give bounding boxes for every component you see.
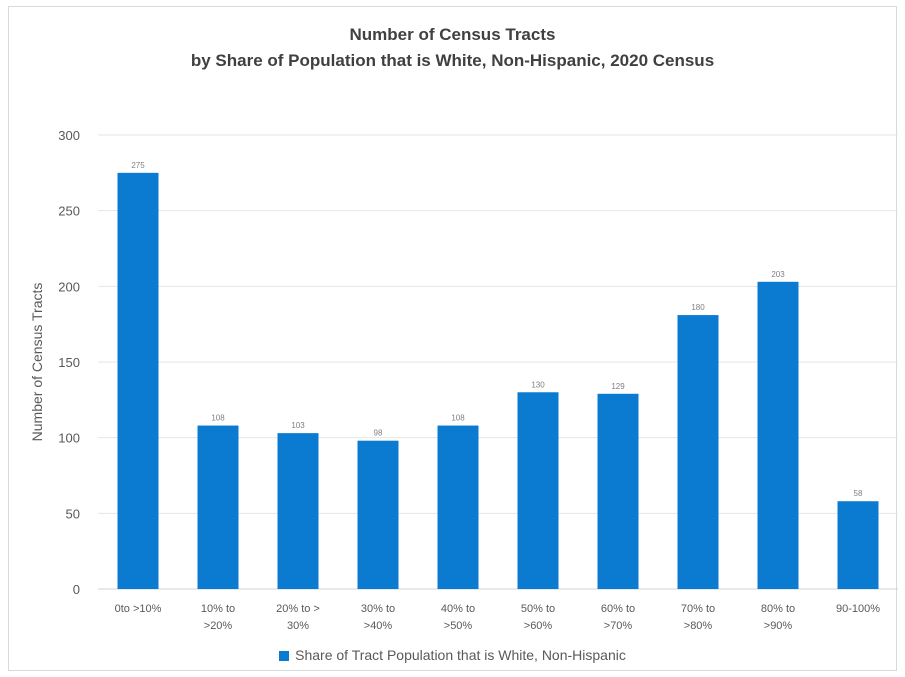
- x-tick-label: >80%: [684, 620, 713, 632]
- bar: [837, 501, 879, 589]
- y-tick-label: 100: [58, 431, 80, 446]
- data-label: 108: [211, 414, 225, 423]
- data-label: 108: [451, 414, 465, 423]
- x-tick-label: 50% to: [521, 603, 555, 615]
- bar: [117, 172, 159, 590]
- x-tick-label: 80% to: [761, 603, 795, 615]
- x-tick-label: 0to >10%: [115, 603, 162, 615]
- data-label: 203: [771, 270, 785, 279]
- y-tick-label: 50: [66, 506, 80, 521]
- x-tick-label: >20%: [204, 620, 233, 632]
- bar: [277, 433, 319, 589]
- data-label: 130: [531, 380, 545, 389]
- legend: Share of Tract Population that is White,…: [0, 647, 905, 663]
- y-tick-label: 200: [58, 279, 80, 294]
- x-tick-label: >50%: [444, 620, 473, 632]
- data-label: 129: [611, 382, 625, 391]
- bar: [597, 393, 639, 589]
- x-tick-label: 10% to: [201, 603, 235, 615]
- x-tick-label: 30% to: [361, 603, 395, 615]
- bar: [517, 392, 559, 589]
- bar: [197, 425, 239, 589]
- data-label: 98: [374, 429, 383, 438]
- bar: [357, 440, 399, 589]
- data-label: 103: [291, 421, 305, 430]
- data-label: 275: [131, 161, 145, 170]
- legend-label: Share of Tract Population that is White,…: [295, 647, 626, 663]
- y-tick-label: 150: [58, 355, 80, 370]
- y-tick-label: 0: [73, 582, 80, 597]
- chart-title-line1: Number of Census Tracts: [349, 25, 556, 44]
- x-tick-label: >70%: [604, 620, 633, 632]
- bar: [437, 425, 479, 589]
- legend-swatch: [279, 651, 290, 662]
- y-tick-label: 250: [58, 204, 80, 219]
- data-label: 58: [854, 489, 863, 498]
- chart-title-line2: by Share of Population that is White, No…: [190, 51, 715, 70]
- data-label: 180: [691, 303, 705, 312]
- x-tick-label: 30%: [287, 620, 309, 632]
- x-tick-label: 40% to: [441, 603, 475, 615]
- x-tick-label: 70% to: [681, 603, 715, 615]
- bar: [757, 281, 799, 589]
- x-tick-label: 20% to >: [276, 603, 320, 615]
- x-tick-label: >90%: [764, 620, 793, 632]
- x-tick-label: 60% to: [601, 603, 635, 615]
- x-tick-label: 90-100%: [836, 603, 880, 615]
- x-tick-label: >60%: [524, 620, 553, 632]
- x-tick-label: >40%: [364, 620, 393, 632]
- y-axis-label: Number of Census Tracts: [29, 283, 45, 442]
- bar: [677, 315, 719, 589]
- y-tick-label: 300: [58, 128, 80, 143]
